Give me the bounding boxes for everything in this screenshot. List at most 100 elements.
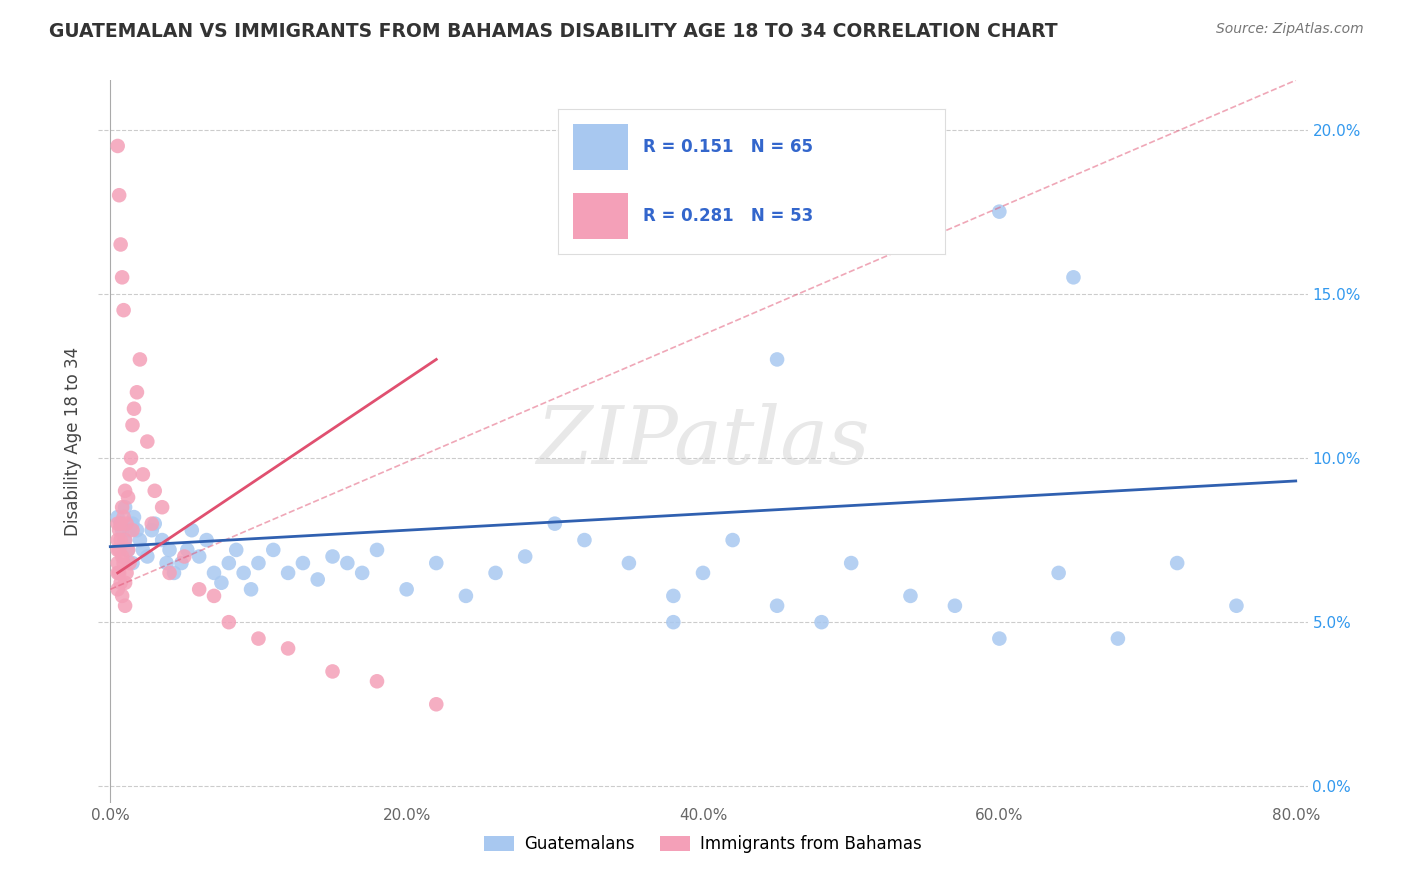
Point bbox=[277, 641, 299, 656]
Point bbox=[810, 615, 832, 630]
Point bbox=[188, 582, 211, 597]
Point bbox=[117, 542, 139, 557]
Point bbox=[111, 523, 134, 537]
Point bbox=[247, 632, 270, 646]
Point bbox=[155, 556, 177, 570]
Point bbox=[114, 599, 136, 613]
Point bbox=[247, 556, 270, 570]
Point bbox=[108, 566, 131, 580]
Point bbox=[107, 533, 129, 547]
Point bbox=[118, 523, 141, 537]
Point bbox=[176, 542, 198, 557]
Point bbox=[143, 483, 166, 498]
Point bbox=[988, 204, 1011, 219]
Point bbox=[766, 352, 789, 367]
Point bbox=[121, 418, 143, 433]
Point bbox=[114, 533, 136, 547]
Point bbox=[110, 533, 132, 547]
Point bbox=[117, 542, 139, 557]
Point bbox=[366, 674, 388, 689]
Y-axis label: Disability Age 18 to 34: Disability Age 18 to 34 bbox=[65, 347, 83, 536]
Point bbox=[114, 575, 136, 590]
Point bbox=[277, 566, 299, 580]
Point bbox=[132, 467, 155, 482]
Point bbox=[322, 549, 344, 564]
Point bbox=[150, 500, 173, 515]
Point bbox=[118, 556, 141, 570]
Point bbox=[395, 582, 418, 597]
Point bbox=[122, 401, 145, 416]
Point bbox=[262, 542, 284, 557]
Point bbox=[110, 516, 132, 531]
Point bbox=[291, 556, 314, 570]
Point bbox=[125, 385, 148, 400]
Point bbox=[132, 542, 155, 557]
Text: ZIPatlas: ZIPatlas bbox=[536, 403, 870, 480]
Point bbox=[107, 139, 129, 153]
Point bbox=[202, 589, 225, 603]
Point bbox=[544, 516, 567, 531]
Point bbox=[107, 556, 129, 570]
Point bbox=[195, 533, 218, 547]
Point bbox=[225, 542, 247, 557]
Point bbox=[110, 516, 132, 531]
Point bbox=[163, 566, 186, 580]
Point bbox=[129, 352, 152, 367]
Point bbox=[136, 549, 159, 564]
Point bbox=[112, 510, 135, 524]
Point bbox=[173, 549, 195, 564]
Point bbox=[188, 549, 211, 564]
Point bbox=[240, 582, 263, 597]
Point bbox=[108, 188, 131, 202]
Point bbox=[110, 575, 132, 590]
Point bbox=[112, 556, 135, 570]
Point bbox=[115, 516, 138, 531]
Point bbox=[107, 542, 129, 557]
Point bbox=[159, 566, 181, 580]
Point bbox=[336, 556, 359, 570]
Point bbox=[141, 523, 163, 537]
Point bbox=[454, 589, 477, 603]
Point bbox=[121, 523, 143, 537]
Point bbox=[352, 566, 374, 580]
Point bbox=[129, 533, 152, 547]
Point bbox=[111, 500, 134, 515]
Point bbox=[1225, 599, 1247, 613]
Point bbox=[839, 556, 862, 570]
Point bbox=[143, 516, 166, 531]
Point bbox=[1047, 566, 1070, 580]
Point bbox=[121, 556, 143, 570]
Point bbox=[766, 599, 789, 613]
Point bbox=[617, 556, 640, 570]
Point bbox=[1107, 632, 1129, 646]
Point bbox=[218, 556, 240, 570]
Legend: Guatemalans, Immigrants from Bahamas: Guatemalans, Immigrants from Bahamas bbox=[478, 828, 928, 860]
Point bbox=[121, 516, 143, 531]
Point bbox=[322, 665, 344, 679]
Point bbox=[107, 566, 129, 580]
Point bbox=[366, 542, 388, 557]
Point bbox=[662, 589, 685, 603]
Point bbox=[111, 549, 134, 564]
Point bbox=[111, 589, 134, 603]
Point bbox=[574, 533, 596, 547]
Point bbox=[141, 516, 163, 531]
Text: GUATEMALAN VS IMMIGRANTS FROM BAHAMAS DISABILITY AGE 18 TO 34 CORRELATION CHART: GUATEMALAN VS IMMIGRANTS FROM BAHAMAS DI… bbox=[49, 22, 1057, 41]
Point bbox=[122, 510, 145, 524]
Text: Source: ZipAtlas.com: Source: ZipAtlas.com bbox=[1216, 22, 1364, 37]
Point bbox=[111, 270, 134, 285]
Point bbox=[136, 434, 159, 449]
Point bbox=[988, 632, 1011, 646]
Point bbox=[118, 467, 141, 482]
Point bbox=[202, 566, 225, 580]
Point bbox=[125, 523, 148, 537]
Point bbox=[307, 573, 329, 587]
Point bbox=[150, 533, 173, 547]
Point bbox=[1166, 556, 1188, 570]
Point bbox=[692, 566, 714, 580]
Point bbox=[209, 575, 232, 590]
Point bbox=[159, 542, 181, 557]
Point bbox=[114, 483, 136, 498]
Point bbox=[115, 566, 138, 580]
Point bbox=[114, 500, 136, 515]
